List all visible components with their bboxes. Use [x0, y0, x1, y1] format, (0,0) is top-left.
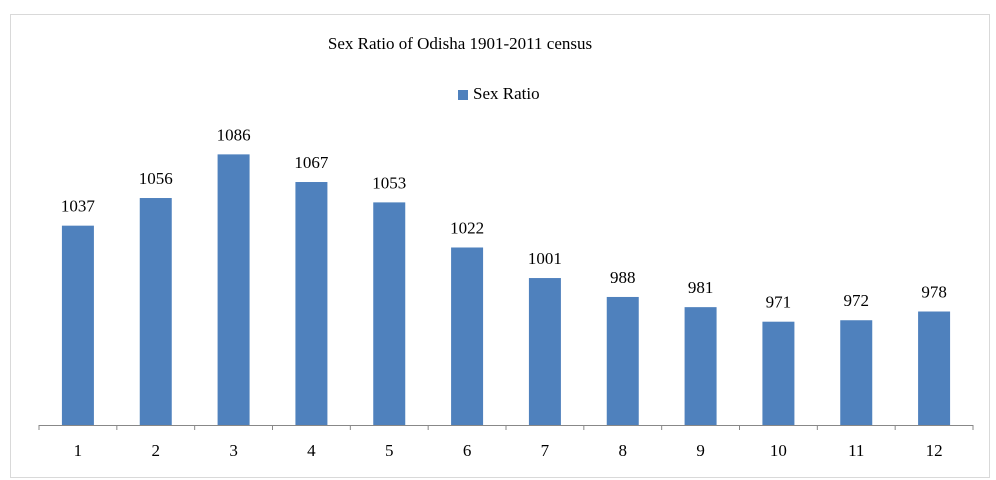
bar [762, 321, 795, 425]
bar [840, 320, 873, 425]
data-label: 1056 [139, 169, 173, 188]
chart-frame [10, 14, 990, 478]
data-label: 972 [844, 291, 870, 310]
x-tick-label: 12 [926, 441, 943, 460]
bar [373, 202, 406, 425]
data-label: 1053 [372, 173, 406, 192]
x-tick-label: 11 [848, 441, 864, 460]
legend-swatch [458, 90, 468, 100]
x-tick-label: 2 [152, 441, 161, 460]
bar [217, 154, 250, 425]
bar [606, 296, 639, 425]
data-label: 1067 [294, 153, 329, 172]
chart-title: Sex Ratio of Odisha 1901-2011 census [328, 34, 592, 53]
bar [139, 198, 172, 425]
data-label: 988 [610, 268, 636, 287]
legend-label: Sex Ratio [473, 84, 540, 103]
bar [61, 225, 94, 425]
bar [684, 307, 717, 425]
x-tick-label: 6 [463, 441, 472, 460]
bar [528, 278, 561, 425]
data-label: 1037 [61, 197, 96, 216]
bar [295, 182, 328, 425]
bar [451, 247, 484, 425]
bar [918, 311, 951, 425]
x-tick-label: 9 [696, 441, 705, 460]
x-tick-label: 1 [74, 441, 83, 460]
data-label: 1001 [528, 249, 562, 268]
data-label: 971 [766, 293, 792, 312]
x-tick-label: 4 [307, 441, 316, 460]
x-tick-label: 10 [770, 441, 787, 460]
data-label: 978 [921, 282, 947, 301]
x-tick-label: 8 [619, 441, 628, 460]
x-tick-label: 5 [385, 441, 394, 460]
x-tick-label: 3 [229, 441, 238, 460]
data-label: 1022 [450, 218, 484, 237]
x-tick-label: 7 [541, 441, 550, 460]
data-label: 1086 [217, 125, 251, 144]
data-label: 981 [688, 278, 714, 297]
